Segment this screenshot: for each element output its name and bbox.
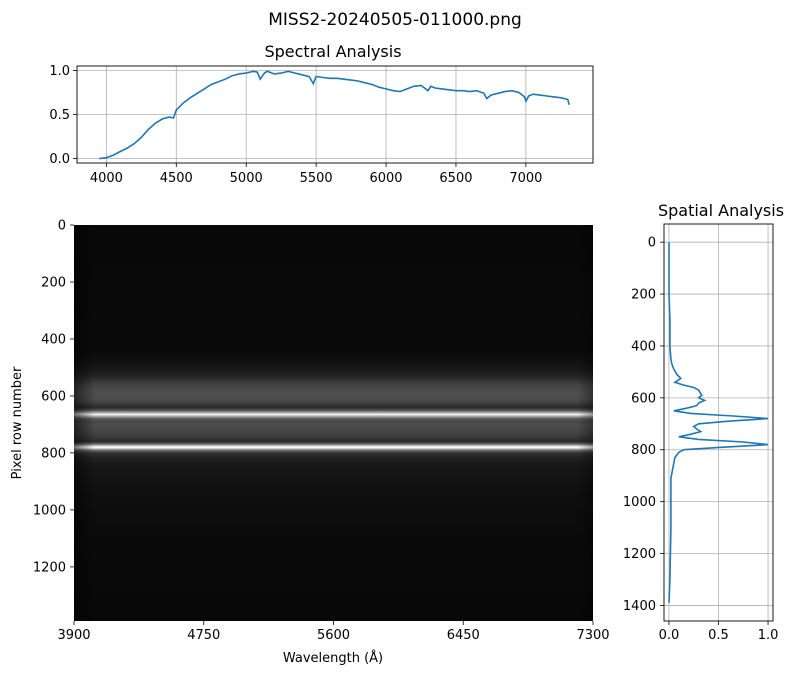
image-ytick-label: 400 — [41, 332, 66, 347]
image-xlabel: Wavelength (Å) — [283, 650, 383, 666]
image-ytick-label: 600 — [41, 389, 66, 404]
image-ytick-label: 1000 — [33, 503, 66, 518]
image-xtick-label: 4750 — [187, 628, 220, 643]
spectrum-image-edge-shading — [74, 225, 593, 621]
spectral-ticks: 4000 4500 5000 5500 6000 6500 7000 0.0 0.5 1.0 — [49, 64, 542, 186]
image-xtick-label: 3900 — [57, 628, 90, 643]
spatial-ytick-label: 1200 — [623, 547, 656, 562]
spectral-xtick-label: 5000 — [230, 171, 263, 186]
spatial-ticks: 0.0 0.5 1.0 0 200 400 600 800 1000 1200 1400 — [623, 236, 778, 643]
spatial-xtick-label: 1.0 — [758, 628, 779, 643]
image-chart: 3900 4750 5600 6450 7300 0 200 400 600 800 1000 120… — [10, 219, 610, 667]
spatial-ytick-label: 600 — [631, 391, 656, 406]
spectral-ytick-label: 0.5 — [49, 108, 70, 123]
spectral-xtick-label: 6000 — [369, 171, 402, 186]
image-ticks: 3900 4750 5600 6450 7300 0 200 400 600 800 1000 120… — [33, 219, 610, 644]
spatial-xtick-label: 0.5 — [708, 628, 729, 643]
spectral-xtick-label: 4500 — [160, 171, 193, 186]
spectral-xtick-label: 7000 — [509, 171, 542, 186]
figure-title: MISS2-20240505-011000.png — [268, 10, 522, 30]
spectral-ytick-label: 1.0 — [49, 64, 70, 79]
spatial-frame — [663, 223, 774, 622]
spectral-xtick-label: 6500 — [439, 171, 472, 186]
spectral-xtick-label: 4000 — [90, 171, 123, 186]
image-ytick-label: 800 — [41, 446, 66, 461]
image-ytick-label: 1200 — [33, 560, 66, 575]
image-ytick-label: 0 — [58, 219, 66, 234]
spatial-ytick-label: 400 — [631, 339, 656, 354]
spatial-xtick-label: 0.0 — [659, 628, 680, 643]
spatial-ytick-label: 200 — [631, 288, 656, 303]
image-xtick-label: 5600 — [317, 628, 350, 643]
spectral-grid — [77, 66, 593, 163]
spatial-chart: Spatial Analysis 0.0 0.5 1.0 0 200 400 600 800 1… — [623, 201, 784, 643]
spectral-frame — [76, 65, 594, 164]
spatial-series-line — [668, 242, 769, 603]
spatial-ytick-label: 800 — [631, 443, 656, 458]
spectral-series-line — [99, 70, 570, 160]
image-ytick-label: 200 — [41, 275, 66, 290]
spatial-title: Spatial Analysis — [658, 201, 784, 220]
spatial-ytick-label: 0 — [648, 236, 656, 251]
spatial-ytick-label: 1000 — [623, 495, 656, 510]
spectral-ytick-label: 0.0 — [49, 152, 70, 167]
image-xtick-label: 7300 — [576, 628, 609, 643]
spectral-title: Spectral Analysis — [264, 42, 401, 61]
image-xtick-label: 6450 — [447, 628, 480, 643]
spectral-chart: Spectral Analysis 4000 4500 5000 5500 6000 65… — [49, 42, 594, 186]
spatial-ytick-label: 1400 — [623, 599, 656, 614]
spectral-xtick-label: 5500 — [300, 171, 333, 186]
image-ylabel: Pixel row number — [10, 366, 25, 479]
